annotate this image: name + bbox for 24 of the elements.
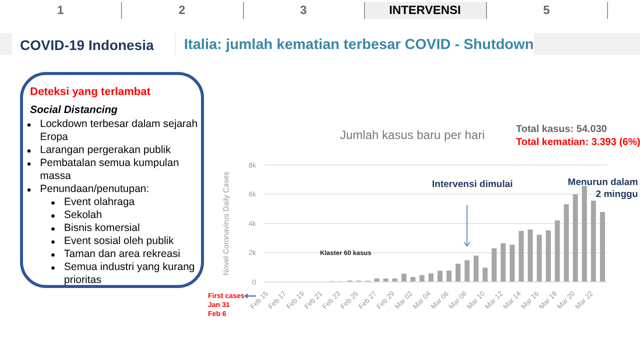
chart-subtitle: Jumlah kasus baru per hari — [340, 128, 485, 142]
text: Sekolah — [63, 209, 103, 222]
text: Total kematian: 3.393 (6%) — [516, 137, 640, 148]
text: Event olahraga — [63, 196, 136, 209]
text: Pembatalan semua kumpulan massa — [39, 157, 180, 183]
text: 3 — [243, 2, 365, 19]
text: Taman dan area rekreasi — [63, 248, 182, 261]
text: 1 — [0, 2, 122, 19]
text: 5 — [486, 2, 608, 19]
text: Total kasus: 54.030 — [516, 124, 607, 135]
annotation: Menurun dalam 2 minggu — [566, 177, 638, 201]
text: COVID-19 Indonesia — [12, 33, 175, 57]
chart-title: Italia: jumlah kematian terbesar COVID - Shutdown — [176, 33, 534, 57]
text: Event sosial oleh publik — [63, 235, 175, 248]
text: Lockdown terbesar dalam sejarah Eropa — [39, 118, 199, 144]
text: Semua industri yang kurang prioritas — [63, 261, 196, 287]
text: Social Distancing — [30, 104, 118, 116]
text: 2 — [122, 2, 244, 19]
text: Deteksi yang terlambat — [30, 86, 150, 98]
text: Larangan pergerakan publik — [39, 144, 172, 157]
text: Bisnis komersial — [63, 222, 141, 235]
text: Penundaan/penutupan: — [39, 183, 150, 196]
text: INTERVENSI — [364, 2, 486, 19]
annotation: Intervensi dimulai — [432, 179, 513, 190]
